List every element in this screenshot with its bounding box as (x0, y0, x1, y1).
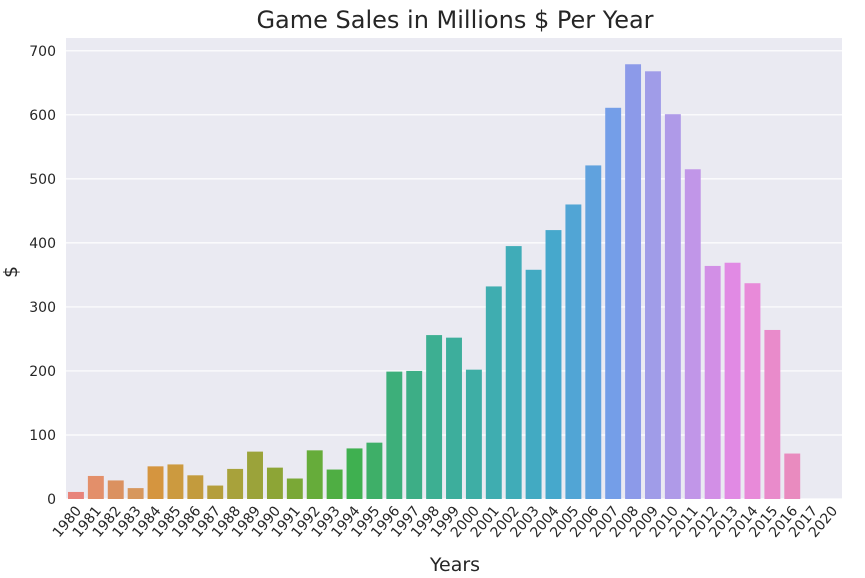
bar-1999 (446, 337, 462, 499)
chart-title: Game Sales in Millions $ Per Year (256, 6, 653, 34)
bar-1987 (207, 485, 224, 499)
bar-1996 (386, 371, 403, 499)
y-tick-label: 300 (29, 300, 56, 316)
bar-2016 (784, 453, 801, 499)
bar-1980 (67, 491, 84, 499)
bar-1992 (306, 450, 323, 499)
bar-1990 (266, 467, 283, 499)
bar-1984 (147, 466, 164, 499)
bar-1991 (286, 478, 303, 499)
bar-2009 (645, 71, 661, 500)
bar-2001 (485, 286, 502, 499)
bar-1997 (406, 370, 423, 499)
bar-1989 (247, 451, 263, 499)
bar-2015 (764, 329, 781, 499)
y-tick-label: 700 (29, 44, 56, 60)
bar-2003 (525, 269, 542, 499)
bar-1998 (426, 335, 443, 499)
bar-2008 (625, 64, 642, 499)
y-tick-label: 200 (29, 364, 56, 380)
bar-2007 (605, 107, 622, 499)
bar-1986 (187, 475, 204, 499)
y-tick-label: 100 (29, 428, 56, 444)
bar-2010 (664, 114, 681, 499)
bar-1995 (366, 442, 383, 499)
bar-2005 (565, 204, 582, 499)
bar-2012 (704, 265, 721, 499)
bar-2014 (744, 283, 761, 499)
bar-1981 (87, 475, 104, 499)
bar-1985 (167, 464, 184, 499)
bar-2011 (684, 169, 701, 499)
x-axis-ticks: 1980198119821983198419851986198719881989… (50, 503, 841, 541)
bar-1994 (346, 448, 363, 499)
bar-1982 (107, 480, 124, 499)
bar-2000 (465, 369, 482, 499)
bars (67, 64, 801, 500)
y-axis-ticks: 0 100 200 300 400 500 600 700 (29, 44, 56, 508)
bar-2004 (545, 230, 562, 500)
bar-2002 (505, 246, 522, 499)
bar-2006 (585, 165, 602, 499)
bar-2013 (724, 262, 741, 499)
x-axis-label: Years (429, 554, 480, 576)
bar-1983 (127, 488, 144, 499)
y-tick-label: 0 (47, 492, 56, 508)
bar-1988 (227, 468, 244, 499)
y-tick-label: 500 (29, 172, 56, 188)
bar-1993 (326, 469, 343, 499)
y-tick-label: 400 (29, 236, 56, 252)
y-tick-label: 600 (29, 108, 56, 124)
y-axis-label: $ (0, 266, 22, 278)
